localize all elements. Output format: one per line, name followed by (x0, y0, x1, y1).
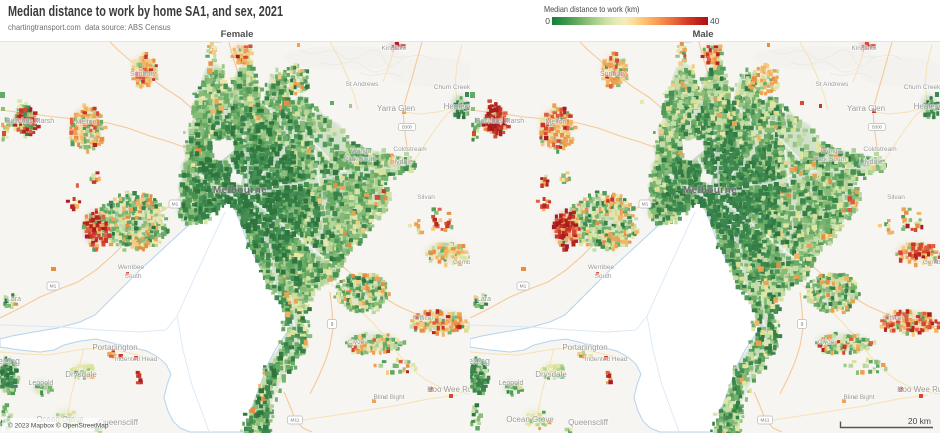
svg-text:Yarra Glen: Yarra Glen (847, 104, 885, 113)
svg-text:Healesville: Healesville (444, 102, 483, 111)
svg-text:Clyde: Clyde (818, 339, 835, 346)
svg-text:Lara: Lara (477, 296, 491, 303)
svg-text:Ocean Grove: Ocean Grove (506, 415, 554, 424)
svg-text:9: 9 (801, 322, 804, 328)
svg-text:Drysdale: Drysdale (65, 370, 97, 379)
svg-text:B300: B300 (872, 125, 882, 130)
svg-text:20 km: 20 km (908, 416, 931, 426)
svg-text:Kinglake: Kinglake (382, 45, 407, 52)
svg-text:St Andrews: St Andrews (346, 81, 380, 88)
svg-text:M1: M1 (50, 284, 57, 290)
svg-text:Werribee: Werribee (118, 264, 145, 271)
svg-text:Silvan: Silvan (887, 194, 905, 201)
svg-text:Melbourne: Melbourne (683, 185, 737, 196)
svg-text:Indented Head: Indented Head (585, 356, 628, 363)
svg-text:South: South (595, 273, 612, 280)
svg-text:B300: B300 (402, 125, 412, 130)
svg-text:Lilydale: Lilydale (859, 159, 883, 166)
svg-text:Melton: Melton (545, 119, 566, 126)
svg-text:Blind Bight: Blind Bight (373, 394, 404, 401)
svg-text:Bacchus Marsh: Bacchus Marsh (6, 118, 54, 125)
svg-text:South: South (125, 273, 142, 280)
svg-text:Gembrook: Gembrook (453, 259, 484, 266)
svg-text:Silvan: Silvan (417, 194, 435, 201)
svg-text:Kinglake: Kinglake (852, 45, 877, 52)
svg-text:Queenscliff: Queenscliff (98, 418, 139, 427)
svg-text:Koo Wee Rup: Koo Wee Rup (897, 385, 940, 394)
svg-text:Gembrook: Gembrook (923, 259, 940, 266)
svg-text:Indented Head: Indented Head (115, 356, 158, 363)
svg-text:Officer: Officer (414, 315, 434, 322)
svg-text:M1: M1 (172, 202, 179, 208)
svg-text:Portarlington: Portarlington (92, 343, 137, 352)
svg-text:Drysdale: Drysdale (535, 370, 567, 379)
svg-text:M1: M1 (520, 284, 527, 290)
svg-text:Bacchus Marsh: Bacchus Marsh (476, 118, 524, 125)
svg-text:Park South: Park South (344, 156, 377, 163)
svg-text:Yarra Glen: Yarra Glen (377, 104, 415, 113)
svg-text:© 2023 Mapbox © OpenStreetMap: © 2023 Mapbox © OpenStreetMap (8, 421, 109, 429)
svg-text:Werribee: Werribee (588, 264, 615, 271)
svg-text:Lara: Lara (7, 296, 21, 303)
svg-text:Melbourne: Melbourne (213, 185, 267, 196)
svg-text:Coldstream: Coldstream (863, 146, 896, 153)
svg-text:Chum Creek: Chum Creek (434, 84, 471, 91)
svg-text:Leopold: Leopold (499, 380, 524, 387)
svg-text:Sunbury: Sunbury (130, 71, 157, 78)
svg-text:Clyde: Clyde (348, 339, 365, 346)
svg-text:Sunbury: Sunbury (600, 71, 627, 78)
svg-text:Koo Wee Rup: Koo Wee Rup (427, 385, 477, 394)
svg-text:Chum Creek: Chum Creek (904, 84, 940, 91)
svg-text:Coldstream: Coldstream (393, 146, 426, 153)
svg-text:M11: M11 (291, 418, 300, 424)
svg-text:Blind Bight: Blind Bight (843, 394, 874, 401)
svg-text:Queenscliff: Queenscliff (568, 418, 609, 427)
svg-text:9: 9 (331, 322, 334, 328)
svg-text:Officer: Officer (884, 315, 904, 322)
svg-text:M1: M1 (642, 202, 649, 208)
svg-text:Wonga: Wonga (821, 148, 842, 155)
svg-text:Melton: Melton (75, 119, 96, 126)
svg-text:Geelong: Geelong (0, 356, 20, 366)
svg-text:Park South: Park South (814, 156, 847, 163)
svg-text:Lilydale: Lilydale (389, 159, 413, 166)
svg-text:Wonga: Wonga (351, 148, 372, 155)
svg-text:Healesville: Healesville (914, 102, 940, 111)
svg-text:Geelong: Geelong (456, 356, 490, 366)
svg-text:M11: M11 (761, 418, 770, 424)
svg-text:Leopold: Leopold (29, 380, 54, 387)
svg-text:St Andrews: St Andrews (816, 81, 850, 88)
svg-text:Portarlington: Portarlington (562, 343, 607, 352)
